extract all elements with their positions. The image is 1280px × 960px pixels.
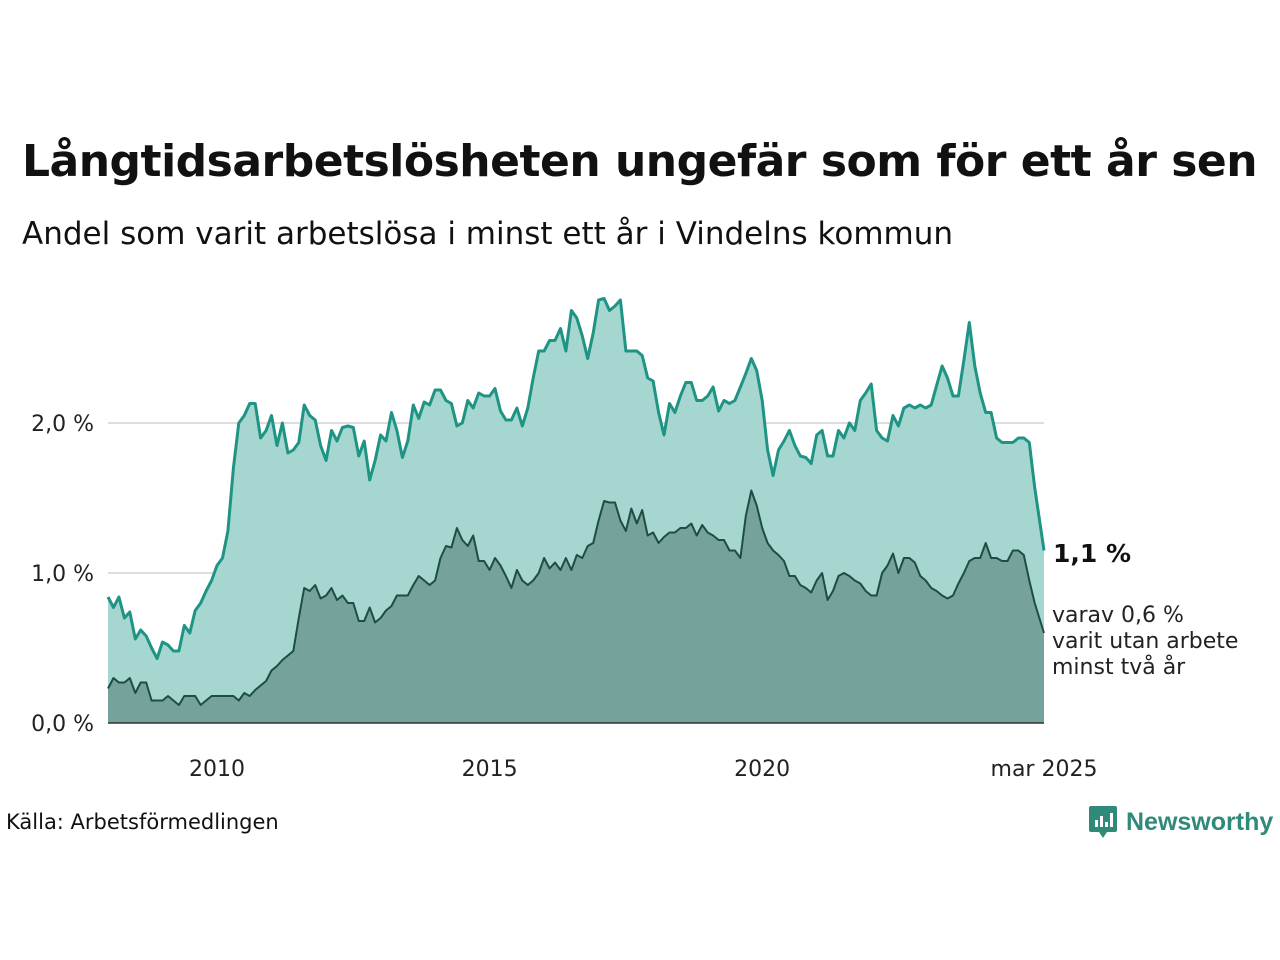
x-axis-ticks: 2010 2015 2020 mar 2025 (189, 757, 1097, 782)
newsworthy-logo-icon (1089, 806, 1117, 838)
source-note: Källa: Arbetsförmedlingen (6, 810, 279, 834)
brand-logo: Newsworthy (1088, 804, 1273, 840)
brand-name: Newsworthy (1126, 807, 1274, 836)
y-axis-ticks: 0,0 % 1,0 % 2,0 % (31, 412, 94, 737)
chart-subtitle: Andel som varit arbetslösa i minst ett å… (22, 216, 954, 252)
sub-series-label-line-1: varav 0,6 % (1052, 603, 1184, 628)
x-tick-label: 2010 (189, 757, 245, 782)
x-tick-label: 2020 (734, 757, 790, 782)
series-1-line (106, 297, 1046, 660)
x-tick-label: mar 2025 (991, 757, 1098, 782)
y-tick-label: 0,0 % (31, 712, 94, 737)
y-tick-label: 1,0 % (31, 562, 94, 587)
series-2-line (107, 489, 1045, 706)
series-areas (106, 297, 1046, 723)
series-2-area (108, 490, 1044, 723)
y-tick-label: 2,0 % (31, 412, 94, 437)
sub-series-label-line-2: varit utan arbete (1052, 629, 1238, 654)
x-tick-label: 2015 (462, 757, 518, 782)
chart-title: Långtidsarbetslösheten ungefär som för e… (22, 136, 1258, 187)
sub-series-label-line-3: minst två år (1052, 654, 1186, 680)
end-value-label: 1,1 % (1053, 539, 1131, 568)
